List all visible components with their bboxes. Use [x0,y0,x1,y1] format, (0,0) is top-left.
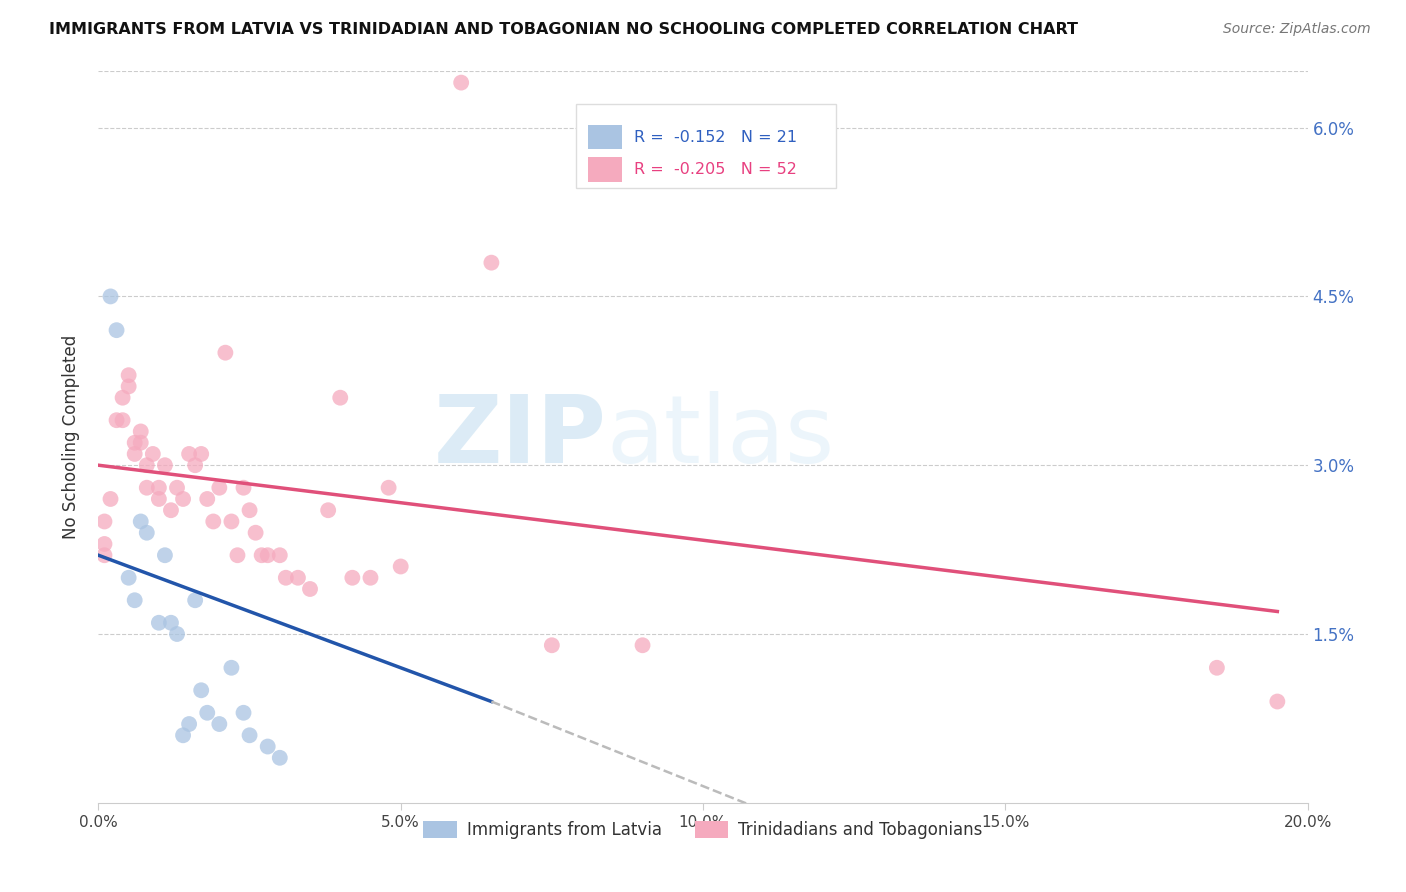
Point [377,481,399,495]
Point [256,739,278,754]
Point [160,615,183,630]
Point [232,706,254,720]
Point [245,525,267,540]
Point [135,481,157,495]
Point [153,458,176,473]
Point [118,379,141,393]
Point [142,447,165,461]
Point [118,571,141,585]
Point [153,548,176,562]
Text: ZIP: ZIP [433,391,606,483]
Point [148,481,170,495]
Point [287,571,309,585]
Point [124,593,146,607]
Point [481,255,503,269]
Point [129,425,152,439]
Point [184,458,207,473]
Point [221,515,243,529]
Point [202,515,225,529]
Point [1267,694,1289,708]
Point [540,638,562,652]
Point [129,515,152,529]
FancyBboxPatch shape [576,104,837,188]
Point [329,391,352,405]
Point [450,76,472,90]
Point [105,413,128,427]
Point [93,515,115,529]
Point [299,582,322,596]
Text: Source: ZipAtlas.com: Source: ZipAtlas.com [1223,22,1371,37]
Point [172,491,194,506]
Text: atlas: atlas [606,391,835,483]
Point [232,481,254,495]
Point [221,661,243,675]
Point [135,525,157,540]
Point [93,548,115,562]
Point [269,751,291,765]
Point [111,391,134,405]
Legend: Immigrants from Latvia, Trinidadians and Tobagonians: Immigrants from Latvia, Trinidadians and… [416,814,990,846]
Point [179,717,201,731]
Point [111,413,134,427]
Point [195,706,218,720]
Point [190,683,212,698]
Text: IMMIGRANTS FROM LATVIA VS TRINIDADIAN AND TOBAGONIAN NO SCHOOLING COMPLETED CORR: IMMIGRANTS FROM LATVIA VS TRINIDADIAN AN… [49,22,1078,37]
Point [269,548,291,562]
Point [316,503,339,517]
Y-axis label: No Schooling Completed: No Schooling Completed [62,335,80,539]
Point [342,571,364,585]
Point [160,503,183,517]
Point [118,368,141,383]
Point [124,447,146,461]
Text: R =  -0.205   N = 52: R = -0.205 N = 52 [634,161,797,177]
Point [172,728,194,742]
Point [214,345,236,359]
Point [124,435,146,450]
Point [184,593,207,607]
Point [129,435,152,450]
Point [100,491,122,506]
Point [239,728,262,742]
Point [389,559,412,574]
Point [190,447,212,461]
Point [179,447,201,461]
Bar [588,125,621,149]
Text: R =  -0.152   N = 21: R = -0.152 N = 21 [634,129,797,145]
Point [105,323,128,337]
Point [195,491,218,506]
Point [256,548,278,562]
Point [360,571,382,585]
Bar [588,157,621,181]
Point [166,481,188,495]
Point [274,571,297,585]
Point [1206,661,1229,675]
Point [208,481,231,495]
Point [631,638,654,652]
Point [148,491,170,506]
Point [100,289,122,303]
Point [166,627,188,641]
Point [135,458,157,473]
Point [148,615,170,630]
Point [208,717,231,731]
Point [93,537,115,551]
Point [250,548,273,562]
Point [226,548,249,562]
Point [239,503,262,517]
